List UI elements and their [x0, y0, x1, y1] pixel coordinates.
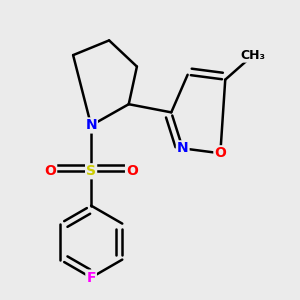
- Text: O: O: [214, 146, 226, 160]
- Text: N: N: [85, 118, 97, 133]
- Text: F: F: [86, 271, 96, 285]
- Text: CH₃: CH₃: [241, 49, 266, 62]
- Text: O: O: [126, 164, 138, 178]
- Text: S: S: [86, 164, 96, 178]
- Text: N: N: [177, 141, 188, 155]
- Text: O: O: [44, 164, 56, 178]
